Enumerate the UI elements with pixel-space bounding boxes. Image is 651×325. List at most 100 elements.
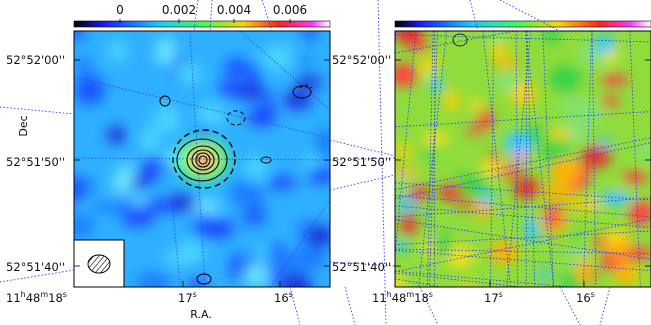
right-noise-blob: [395, 31, 424, 45]
right-noise-blob: [550, 158, 582, 185]
right-noise-blob: [478, 108, 494, 130]
right-noise-blob: [489, 241, 519, 265]
right-overlay-lines: [395, 31, 651, 287]
left-noise-blob: [306, 225, 330, 247]
left-xtick-2: 16s: [274, 290, 293, 305]
left-noise-blob: [245, 64, 261, 88]
right-frame: [394, 30, 651, 288]
left-noise-blob: [74, 213, 94, 239]
right-noise-blob: [593, 236, 605, 250]
left-ytick-2: 52°51'40'': [6, 260, 65, 274]
right-noise-blob: [599, 191, 633, 206]
dec-label: Dec: [17, 115, 30, 136]
right-noise-blob: [558, 96, 586, 112]
right-noise-blob: [395, 63, 418, 87]
right-noise-blob: [610, 241, 630, 257]
right-noise-blob: [395, 168, 420, 177]
right-overlay-line: [395, 197, 651, 218]
right-overlay-line: [482, 31, 511, 287]
right-overlay-line: [395, 248, 651, 255]
right-noise-blob: [571, 228, 582, 239]
right-overlay-line: [395, 270, 577, 287]
left-noise-blob: [266, 176, 297, 189]
right-colorbar: [394, 20, 651, 28]
right-xtick-2: 16s: [576, 290, 595, 305]
right-noise-blob: [561, 116, 587, 144]
left-noise-blob: [153, 104, 182, 134]
right-noise-blob: [491, 60, 522, 69]
right-noise-blob: [538, 185, 569, 199]
left-noise-blob: [229, 179, 260, 207]
right-noise-blob: [491, 43, 510, 60]
left-noise-blob: [303, 154, 319, 169]
left-colorbar: [73, 20, 331, 28]
right-noise-blob: [546, 202, 561, 229]
cb-tick-1: 0.002: [162, 3, 196, 17]
left-ytick-1: 52°51'50'': [6, 155, 65, 169]
left-noise-blob: [142, 157, 159, 182]
right-noise-blob: [638, 143, 651, 163]
tick-marks: [74, 59, 651, 287]
right-overlay-line: [395, 137, 651, 191]
right-overlay-line: [582, 31, 593, 287]
left-noise-blob: [106, 126, 126, 144]
right-noise-blob: [399, 213, 419, 236]
beam-ellipse: [87, 254, 111, 274]
cb-tick-3: 0.006: [273, 3, 307, 17]
left-xtick-0: 11h48m18s: [6, 290, 67, 305]
right-overlay-line: [395, 250, 651, 272]
source-emission: [200, 157, 206, 163]
left-noise-blob: [261, 44, 296, 71]
right-noise-blob: [406, 40, 430, 52]
right-overlay-line: [395, 218, 651, 273]
right-noise-blob: [444, 245, 476, 268]
right-noise-blob: [464, 174, 488, 196]
right-overlay-line: [395, 31, 417, 260]
left-noise-blob: [74, 178, 94, 193]
right-noise-blob: [601, 95, 619, 107]
outer-overlay-lines: [0, 0, 611, 325]
right-noise-blob: [594, 34, 616, 55]
right-overlay-line: [526, 31, 536, 287]
left-noise-blob: [293, 243, 327, 272]
right-noise-blob: [429, 77, 443, 92]
left-noise-blob: [243, 253, 260, 268]
right-noise-blob: [479, 192, 496, 205]
right-overlay-line: [395, 219, 651, 260]
ra-label: R.A.: [190, 308, 212, 321]
right-noise-blob: [524, 217, 540, 242]
left-noise-blob: [302, 31, 318, 41]
right-overlay-line: [395, 205, 651, 228]
right-noise-blob: [445, 89, 459, 113]
left-noise-blob: [218, 81, 244, 97]
right-overlay-line: [395, 182, 651, 201]
cb-tick-2: 0.004: [217, 3, 251, 17]
right-overlay-line: [395, 142, 651, 200]
right-noise-blob: [622, 171, 648, 184]
right-noise-blob: [395, 145, 415, 157]
right-xtick-1: 17s: [484, 290, 503, 305]
right-noise-blob: [548, 130, 574, 140]
cb-tick-0: 0: [116, 3, 124, 17]
right-noise-blob: [454, 199, 477, 209]
left-noise-blob: [307, 168, 330, 184]
left-noise-blob: [195, 102, 226, 128]
left-noise-blob: [74, 75, 106, 105]
right-overlay-line: [395, 278, 444, 287]
right-noise-blob: [484, 31, 505, 43]
right-noise-blob: [439, 183, 463, 201]
right-noise-blob: [463, 280, 475, 287]
right-overlay-line: [395, 111, 651, 128]
right-overlay-line: [515, 31, 519, 287]
right-noise-blob: [421, 61, 433, 80]
left-noise-blob: [244, 154, 268, 182]
left-noise-blob: [120, 208, 155, 227]
right-noise-blob: [422, 131, 449, 146]
left-noise-blob: [244, 264, 270, 287]
right-overlay-line: [506, 31, 532, 287]
left-overlay-lines: [74, 31, 330, 287]
right-noise-blob: [548, 65, 582, 92]
right-overlay-line: [542, 31, 554, 287]
left-noise-blob: [113, 167, 131, 196]
